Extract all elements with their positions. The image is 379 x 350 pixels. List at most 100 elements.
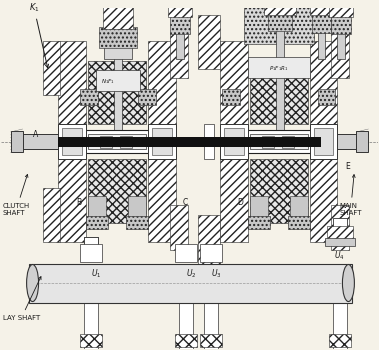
Text: $U_4$: $U_4$ [334,250,345,262]
Text: $N_1F_1$: $N_1F_1$ [101,77,115,86]
Bar [248,216,270,229]
Bar [175,244,197,261]
Bar [58,159,86,242]
Bar [200,244,222,261]
Bar [332,34,349,78]
Bar [242,130,318,153]
Bar [310,41,337,124]
Bar [290,196,308,218]
Text: E: E [345,162,350,171]
Bar [88,61,146,124]
Bar [310,0,332,15]
Bar [88,134,146,149]
Bar [99,27,137,48]
Bar [28,264,352,302]
Bar [250,61,308,124]
Bar [114,54,122,130]
Bar [327,226,353,242]
Bar [19,134,58,149]
Bar [204,302,218,349]
Bar [250,159,308,223]
Bar [326,238,356,246]
Bar [176,0,184,59]
Bar [175,334,197,347]
Bar [332,15,351,34]
Bar [88,196,106,218]
Bar [248,57,310,78]
Text: $S_1$: $S_1$ [0,349,1,350]
Bar [282,136,294,148]
Bar [318,89,335,105]
Bar [204,246,218,259]
Text: $K_2$: $K_2$ [0,349,1,350]
Bar [80,130,156,153]
Text: $P_1F_1R_1$: $P_1F_1R_1$ [269,64,288,74]
Bar [198,215,220,268]
Bar [329,334,351,347]
Bar [268,13,291,30]
Bar [96,70,140,91]
Ellipse shape [343,265,354,302]
Bar [179,302,193,349]
Bar [80,334,102,347]
Bar [85,237,98,246]
Text: D: D [237,198,243,207]
Bar [148,159,176,242]
Bar [85,302,98,349]
Bar [334,218,348,229]
Bar [179,246,193,259]
Bar [220,159,248,242]
Bar [63,128,82,155]
Bar [138,89,156,105]
Bar [220,41,248,124]
Bar [100,136,112,148]
Text: $S_2$: $S_2$ [0,349,1,350]
Bar [42,41,61,95]
Bar [170,15,190,34]
Text: A: A [33,130,38,139]
Bar [250,134,308,149]
Text: MAIN
SHAFT: MAIN SHAFT [340,175,362,216]
Bar [250,196,268,218]
Bar [103,1,133,29]
Text: $U_2$: $U_2$ [186,267,196,280]
Bar [42,189,61,242]
Bar [86,216,108,229]
Bar [168,0,192,17]
Bar [120,136,132,148]
Bar [148,41,176,124]
Bar [310,159,337,242]
Bar [170,34,188,78]
Bar [329,0,353,17]
Bar [170,205,188,250]
Bar [337,0,345,59]
Bar [312,13,332,33]
Text: $L_2$: $L_2$ [0,349,1,350]
Bar [128,196,146,218]
Text: C: C [182,198,188,207]
Bar [222,89,240,105]
Bar [80,89,98,105]
Bar [200,334,222,347]
Bar [152,128,172,155]
Text: LAY SHAFT: LAY SHAFT [3,276,41,321]
Text: CLUTCH
SHAFT: CLUTCH SHAFT [3,174,30,216]
Bar [85,237,98,246]
Bar [288,216,310,229]
Bar [356,131,368,152]
Bar [276,28,283,130]
Bar [58,41,86,124]
Text: B: B [76,198,81,207]
Bar [220,124,248,159]
Bar [204,124,214,159]
Bar [224,128,244,155]
Bar [334,302,348,349]
Bar [58,137,321,147]
Bar [58,124,86,159]
Bar [148,124,176,159]
Bar [104,45,132,59]
Bar [11,131,23,152]
Bar [244,7,313,44]
Bar [88,159,146,223]
Bar [198,15,220,69]
